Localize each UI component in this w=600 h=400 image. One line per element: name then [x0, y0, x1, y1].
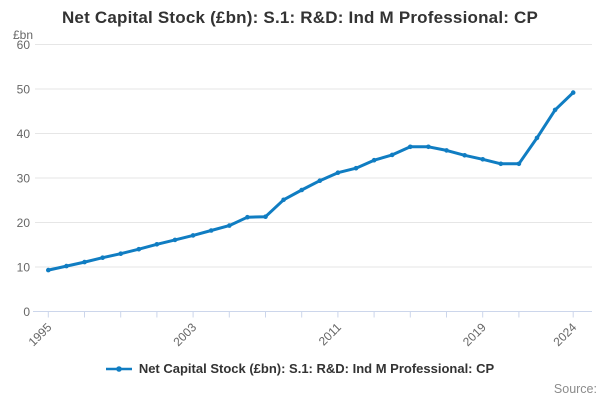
data-point[interactable] [208, 228, 214, 233]
data-point[interactable] [227, 223, 232, 228]
data-point[interactable] [317, 178, 323, 183]
y-tick-label: 10 [17, 261, 31, 275]
y-tick-label: 60 [17, 38, 31, 52]
y-tick-label: 30 [17, 172, 31, 186]
data-point[interactable] [353, 165, 359, 171]
data-point[interactable] [426, 144, 431, 150]
x-tick-label: 2019 [460, 320, 489, 349]
legend-item[interactable]: Net Capital Stock (£bn): S.1: R&D: Ind M… [0, 361, 600, 376]
data-point[interactable] [245, 214, 250, 220]
y-tick-label: 0 [23, 305, 30, 319]
data-point[interactable] [534, 135, 540, 141]
x-tick-label: 1995 [26, 320, 55, 349]
legend-label: Net Capital Stock (£bn): S.1: R&D: Ind M… [138, 361, 495, 376]
source-label: Source: [553, 382, 597, 396]
x-tick-label: 2011 [316, 320, 344, 348]
y-axis-unit-label: £bn [13, 28, 33, 42]
data-point[interactable] [371, 157, 377, 163]
data-point[interactable] [335, 170, 341, 175]
data-point[interactable] [118, 251, 123, 256]
data-series-group[interactable] [46, 90, 576, 273]
data-point[interactable] [408, 144, 413, 150]
data-point[interactable] [281, 197, 286, 203]
data-point[interactable] [516, 161, 522, 167]
x-tick-label: 2024 [551, 320, 580, 349]
data-point[interactable] [190, 233, 196, 238]
series-line[interactable] [46, 91, 575, 272]
data-point[interactable] [480, 157, 486, 162]
x-tick-label: 2003 [170, 320, 199, 349]
data-point[interactable] [552, 107, 558, 113]
y-tick-label: 50 [17, 83, 31, 97]
data-point[interactable] [444, 148, 449, 153]
data-point[interactable] [154, 242, 160, 247]
data-point[interactable] [100, 255, 105, 260]
data-point[interactable] [136, 246, 142, 252]
data-point[interactable] [64, 263, 69, 269]
y-tick-label: 40 [17, 127, 31, 141]
data-point[interactable] [46, 267, 51, 273]
data-point[interactable] [462, 153, 467, 158]
data-point[interactable] [498, 161, 504, 167]
data-point[interactable] [570, 90, 576, 95]
data-point[interactable] [263, 214, 268, 219]
data-point[interactable] [172, 237, 178, 243]
legend-line-marker-icon [105, 365, 132, 372]
data-point[interactable] [299, 187, 305, 193]
gridlines-group [35, 44, 592, 268]
data-point[interactable] [389, 152, 395, 158]
data-point[interactable] [82, 259, 87, 265]
x-axis-group [33, 311, 592, 318]
page-title: Net Capital Stock (£bn): S.1: R&D: Ind M… [61, 8, 539, 27]
y-tick-label: 20 [17, 216, 31, 230]
